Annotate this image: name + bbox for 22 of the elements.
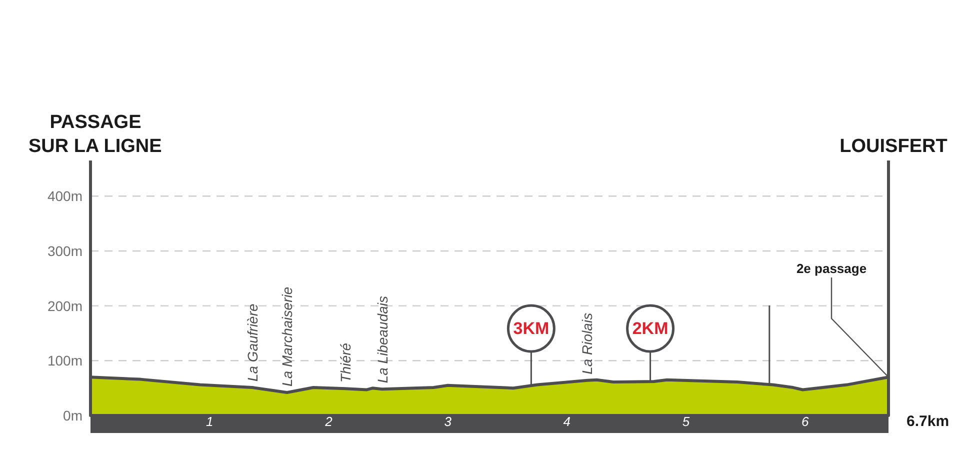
text: 6.7km [906,413,950,430]
annotation: 2e passage [796,261,867,276]
annotation: La Marchaiserie [279,286,296,386]
x-tick-label: 3 [444,414,452,429]
x-tick-label: 1 [206,414,214,429]
y-tick-label: 0m [63,408,83,424]
annotation: La Riolais [579,312,596,374]
ref-line-label: 3KM [513,319,550,338]
x-tick-label: 5 [682,414,690,429]
ref-line-label: LOUISFERT [840,136,948,157]
x-tick-label: 6 [802,414,810,429]
x-tick-label: 4 [563,414,571,429]
x-tick-label: 2 [324,414,334,429]
annotation: La Libeaudais [374,296,390,384]
annotation: La Gaufrière [244,304,260,382]
ref-line-label: 2KM [632,319,668,338]
text: PASSAGE SUR LA LIGNE [28,112,162,157]
y-tick-label: 400m [47,188,83,204]
annotation: Thiéré [337,342,354,383]
y-tick-label: 300m [47,242,83,259]
y-tick-label: 200m [47,298,83,314]
y-tick-label: 100m [47,352,83,369]
